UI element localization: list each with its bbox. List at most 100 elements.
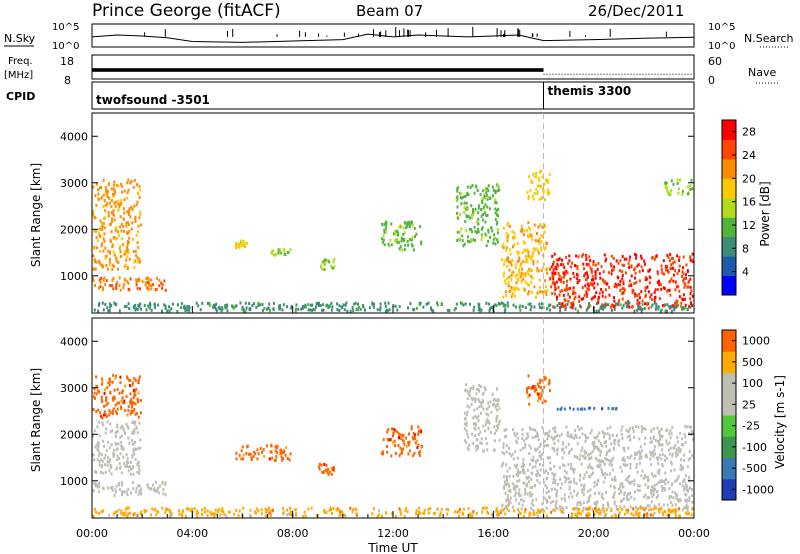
heatmap-cell bbox=[253, 302, 255, 306]
heatmap-cell bbox=[481, 506, 484, 510]
heatmap-cell bbox=[219, 307, 222, 311]
heatmap-cell bbox=[581, 432, 584, 436]
heatmap-cell bbox=[102, 509, 105, 513]
heatmap-cell bbox=[626, 492, 629, 496]
heatmap-cell bbox=[601, 290, 604, 294]
heatmap-cell bbox=[131, 381, 134, 385]
heatmap-cell bbox=[409, 302, 412, 306]
heatmap-cell bbox=[331, 468, 334, 472]
heatmap-cell bbox=[403, 514, 406, 518]
heatmap-cell bbox=[321, 267, 324, 271]
heatmap-cell bbox=[232, 306, 235, 310]
heatmap-cell bbox=[686, 505, 689, 509]
heatmap-cell bbox=[567, 463, 570, 467]
heatmap-cell bbox=[574, 513, 577, 517]
colorbar-tick-label: -500 bbox=[742, 462, 767, 475]
heatmap-cell bbox=[677, 499, 680, 503]
heatmap-cell bbox=[534, 248, 537, 252]
heatmap-cell bbox=[238, 245, 241, 249]
heatmap-cell bbox=[408, 440, 411, 444]
heatmap-cell bbox=[419, 511, 422, 515]
heatmap-cell bbox=[92, 434, 95, 438]
heatmap-cell bbox=[477, 305, 480, 309]
heatmap-cell bbox=[154, 288, 157, 291]
heatmap-cell bbox=[98, 420, 101, 424]
heatmap-cell bbox=[623, 459, 626, 462]
heatmap-cell bbox=[691, 258, 694, 262]
heatmap-cell bbox=[622, 304, 625, 307]
heatmap-cell bbox=[409, 221, 412, 225]
heatmap-cell bbox=[465, 421, 468, 425]
heatmap-cell bbox=[116, 429, 119, 433]
heatmap-cell bbox=[572, 470, 575, 474]
heatmap-cell bbox=[162, 487, 165, 491]
heatmap-cell bbox=[570, 514, 573, 518]
heatmap-cell bbox=[653, 257, 656, 261]
heatmap-cell bbox=[93, 429, 96, 433]
heatmap-cell bbox=[116, 183, 118, 187]
heatmap-cell bbox=[98, 227, 101, 231]
heatmap-cell bbox=[629, 426, 632, 430]
heatmap-cell bbox=[496, 408, 499, 412]
heatmap-cell bbox=[564, 499, 567, 503]
heatmap-cell bbox=[558, 302, 561, 305]
heatmap-cell bbox=[476, 446, 479, 450]
heatmap-cell bbox=[562, 305, 565, 308]
heatmap-cell bbox=[405, 222, 408, 226]
heatmap-cell bbox=[495, 222, 498, 226]
heatmap-cell bbox=[516, 463, 519, 467]
heatmap-cell bbox=[685, 486, 688, 489]
heatmap-cell bbox=[679, 458, 682, 462]
heatmap-cell bbox=[241, 307, 244, 311]
heatmap-cell bbox=[683, 285, 686, 289]
heatmap-cell bbox=[462, 303, 465, 307]
heatmap-cell bbox=[476, 220, 478, 224]
heatmap-cell bbox=[666, 503, 669, 507]
heatmap-cell bbox=[480, 214, 483, 218]
heatmap-cell bbox=[318, 304, 321, 307]
heatmap-cell bbox=[577, 309, 580, 313]
heatmap-cell bbox=[147, 485, 149, 489]
heatmap-cell bbox=[563, 493, 566, 497]
heatmap-cell bbox=[691, 507, 694, 510]
heatmap-cell bbox=[121, 399, 123, 403]
heatmap-cell bbox=[603, 462, 606, 466]
heatmap-cell bbox=[126, 255, 129, 259]
heatmap-cell bbox=[552, 481, 555, 485]
heatmap-cell bbox=[593, 512, 596, 516]
heatmap-cell bbox=[96, 385, 99, 389]
heatmap-cell bbox=[564, 303, 567, 307]
heatmap-cell bbox=[615, 259, 618, 263]
heatmap-cell bbox=[522, 514, 525, 518]
heatmap-cell bbox=[635, 510, 638, 514]
heatmap-cell bbox=[526, 270, 529, 274]
heatmap-cell bbox=[617, 302, 619, 306]
heatmap-cell bbox=[505, 504, 508, 508]
heatmap-cell bbox=[600, 288, 603, 291]
heatmap-cell bbox=[637, 512, 640, 516]
heatmap-cell bbox=[572, 303, 575, 307]
heatmap-cell bbox=[691, 454, 694, 458]
heatmap-cell bbox=[562, 281, 565, 284]
heatmap-cell bbox=[558, 293, 561, 297]
heatmap-cell bbox=[641, 269, 644, 272]
heatmap-cell bbox=[109, 201, 112, 205]
heatmap-cell bbox=[535, 188, 538, 191]
heatmap-cell bbox=[529, 228, 532, 232]
heatmap-cell bbox=[490, 306, 493, 310]
heatmap-cell bbox=[670, 309, 673, 313]
heatmap-cell bbox=[507, 221, 510, 225]
heatmap-cell bbox=[420, 445, 423, 449]
heatmap-cell bbox=[644, 278, 647, 282]
heatmap-cell bbox=[101, 459, 104, 463]
heatmap-cell bbox=[541, 401, 544, 405]
heatmap-cell bbox=[317, 465, 320, 469]
heatmap-cell bbox=[156, 276, 158, 280]
heatmap-cell bbox=[245, 451, 248, 455]
heatmap-cell bbox=[212, 305, 215, 309]
heatmap-cell bbox=[102, 237, 105, 241]
heatmap-cell bbox=[536, 260, 539, 264]
heatmap-cell bbox=[672, 446, 675, 450]
heatmap-cell bbox=[147, 281, 149, 285]
heatmap-cell bbox=[506, 265, 509, 268]
